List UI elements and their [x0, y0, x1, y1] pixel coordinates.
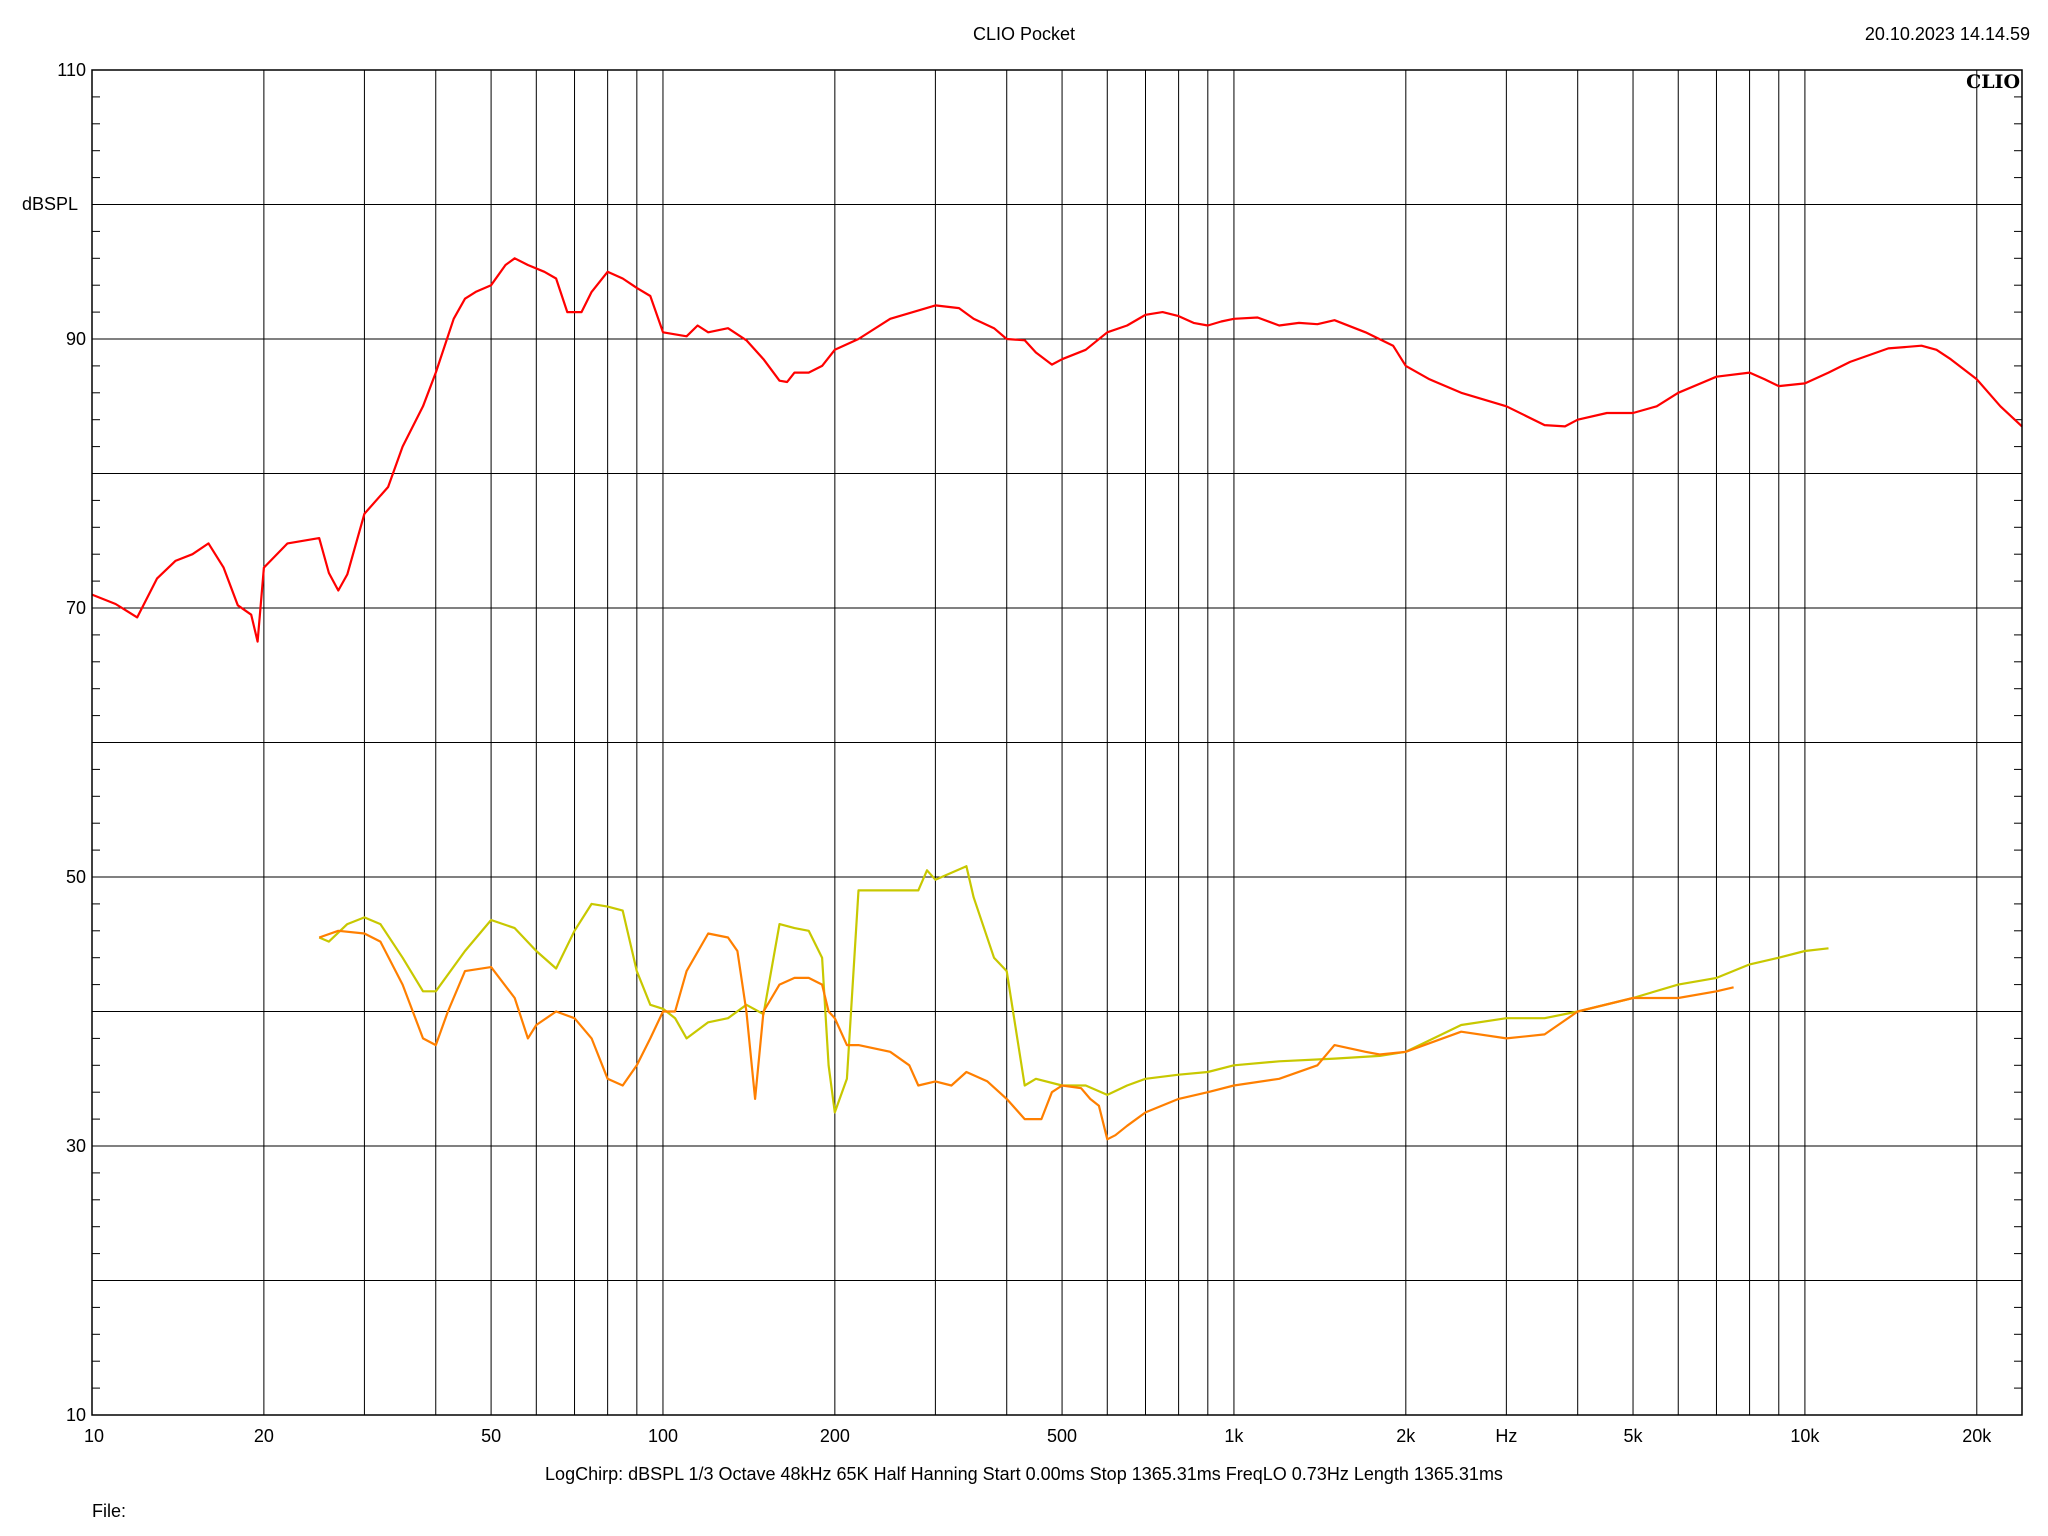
grid-lines: [92, 69, 2022, 1416]
x-tick-label: 10k: [1790, 1426, 1820, 1446]
x-tick-label: 2k: [1396, 1426, 1416, 1446]
x-tick-label: 50: [481, 1426, 501, 1446]
y-tick-label: 10: [66, 1405, 86, 1425]
y-tick-label: 50: [66, 867, 86, 887]
x-tick-label: 1k: [1224, 1426, 1244, 1446]
x-axis-label: Hz: [1495, 1426, 1517, 1446]
y-axis-label: dBSPL: [22, 194, 79, 214]
clio-brand-mark: CLIO: [1966, 71, 2020, 93]
series-line-2: [318, 865, 1829, 1114]
file-label: File:: [92, 1501, 127, 1521]
x-tick-label: 500: [1047, 1426, 1077, 1446]
series-line-3: [318, 929, 1734, 1141]
chart-title: CLIO Pocket: [972, 24, 1076, 44]
y-tick-label: 90: [66, 329, 86, 349]
x-tick-label: 10: [84, 1426, 104, 1446]
y-tick-label: 110: [57, 60, 86, 80]
x-tick-label: 100: [648, 1426, 678, 1446]
y-tick-label: 30: [66, 1136, 86, 1156]
plot-frame: [91, 69, 2023, 1416]
x-tick-label: 200: [820, 1426, 850, 1446]
measurement-settings: LogChirp: dBSPL 1/3 Octave 48kHz 65K Hal…: [545, 1464, 1503, 1484]
series-lines: [91, 257, 2023, 1141]
timestamp: 20.10.2023 14.14.59: [1864, 24, 2030, 44]
x-tick-label: 5k: [1624, 1426, 1644, 1446]
x-tick-label: 20k: [1962, 1426, 1992, 1446]
y-tick-label: 70: [66, 598, 86, 618]
series-line-1: [91, 257, 2023, 643]
x-tick-label: 20: [254, 1426, 274, 1446]
